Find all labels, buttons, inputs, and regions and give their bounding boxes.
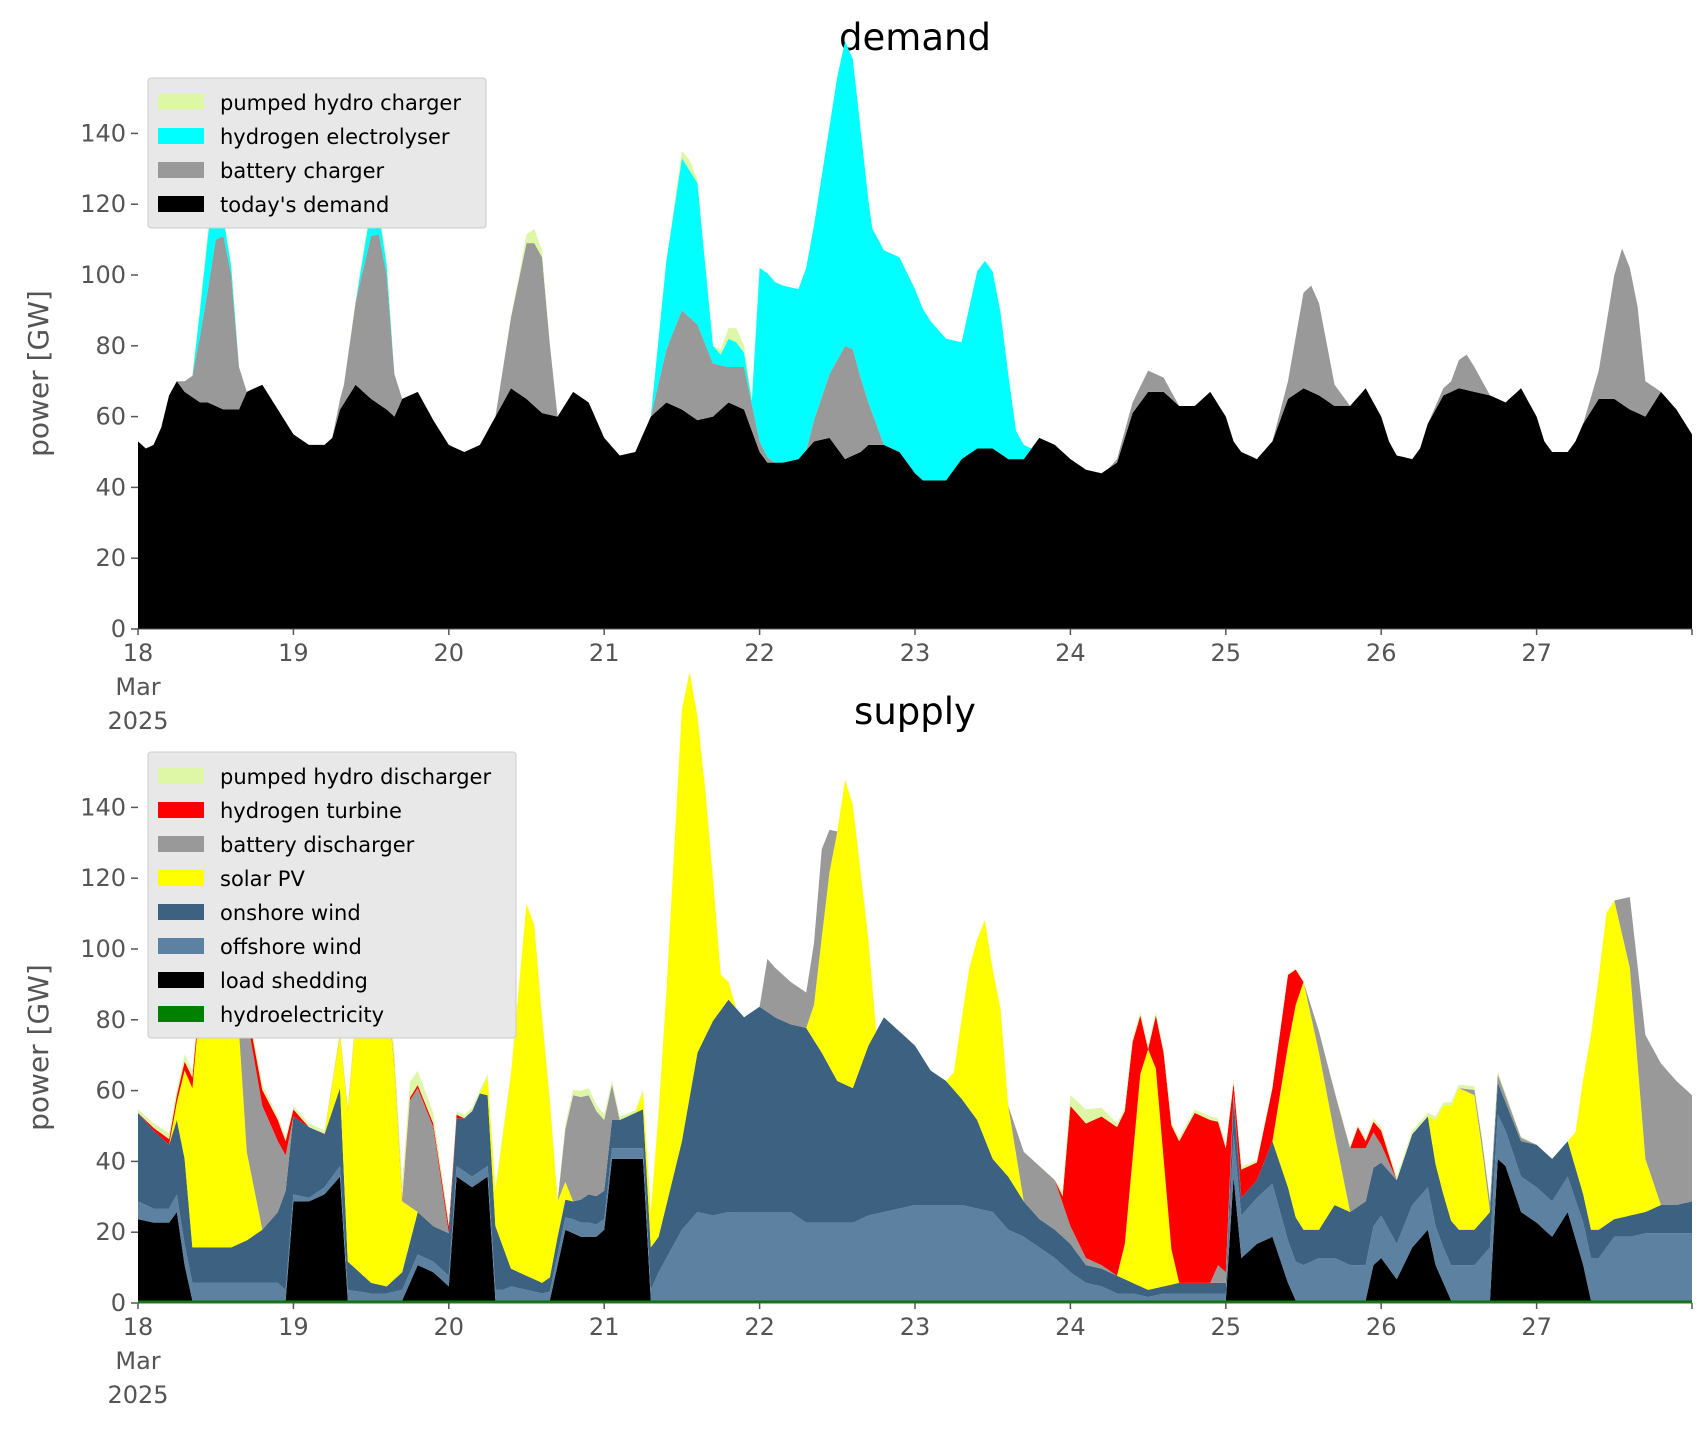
x-tick-label: 27 [1521,639,1552,667]
x-tick-label: 18 [123,639,154,667]
legend-box [147,751,517,1039]
x-tick-label: 22 [744,639,775,667]
legend-swatch [158,802,204,818]
legend-swatch [158,94,204,110]
area-series-group [138,672,1692,1303]
y-tick-label: 60 [95,403,126,431]
legend-swatch [158,768,204,784]
y-tick-label: 60 [95,1077,126,1105]
area-hydrogen-electrolyser [138,41,1692,481]
y-tick-label: 40 [95,1147,126,1175]
y-tick-label: 40 [95,473,126,501]
legend-label: battery discharger [220,833,415,857]
legend-swatch [158,1006,204,1022]
y-tick-label: 140 [80,793,126,821]
legend-swatch [158,938,204,954]
x-tick-label: 21 [589,639,620,667]
x-tick-label: 23 [900,1313,931,1341]
y-tick-label: 120 [80,190,126,218]
y-tick-label: 0 [111,615,126,643]
legend-label: today's demand [220,193,389,217]
x-tick-label: 24 [1055,1313,1086,1341]
y-axis-label: power [GW] [22,290,55,457]
legend-swatch [158,870,204,886]
chart-title: supply [854,690,976,733]
chart-supply: supply power [GW] 18 Mar 2025 19 20 21 22 23 24 25 2… [22,672,1693,1409]
legend-label: load shedding [220,969,368,993]
y-tick-label: 120 [80,864,126,892]
x-tick-label: 21 [589,1313,620,1341]
x-tick-label: 2025 [107,1381,168,1409]
area-battery-charger [138,234,1692,481]
legend-swatch [158,128,204,144]
x-tick-label: 18 [123,1313,154,1341]
area-solar-pv [138,672,1692,1290]
x-tick-label: 26 [1366,1313,1397,1341]
x-tick-label: 23 [900,639,931,667]
x-tick-label: 22 [744,1313,775,1341]
legend-label: pumped hydro charger [220,91,461,115]
legend-label: hydroelectricity [220,1003,384,1027]
y-tick-label: 20 [95,544,126,572]
area-hydroelectricity [138,1300,1692,1303]
y-axis-label: power [GW] [22,964,55,1131]
x-tick-label: 19 [278,1313,309,1341]
x-tick-label: 2025 [107,707,168,735]
area-offshore-wind [138,1114,1692,1301]
x-tick-label: Mar [115,1347,160,1375]
legend-swatch [158,904,204,920]
area-series-group [138,41,1692,629]
x-tick-label: 26 [1366,639,1397,667]
y-tick-label: 20 [95,1218,126,1246]
area-onshore-wind [138,999,1692,1297]
legend-label: onshore wind [220,901,361,925]
x-tick-label: 20 [434,1313,465,1341]
chart-title: demand [839,16,991,59]
legend-label: hydrogen turbine [220,799,402,823]
legend-swatch [158,162,204,178]
y-tick-label: 100 [80,261,126,289]
x-tick-label: 24 [1055,639,1086,667]
x-tick-label: Mar [115,673,160,701]
area-today-s-demand [138,381,1692,629]
legend-label: hydrogen electrolyser [220,125,450,149]
x-tick-label: 20 [434,639,465,667]
area-load-shedding [138,1158,1692,1301]
y-tick-label: 0 [111,1289,126,1317]
x-tick-label: 25 [1211,1313,1242,1341]
x-tick-label: 19 [278,639,309,667]
legend-label: battery charger [220,159,385,183]
legend-label: pumped hydro discharger [220,765,491,789]
x-tick-label: 25 [1211,639,1242,667]
legend-swatch [158,836,204,852]
y-tick-label: 80 [95,332,126,360]
legend-box [147,77,487,229]
legend-label: offshore wind [220,935,362,959]
x-tick-label: 27 [1521,1313,1552,1341]
y-tick-label: 80 [95,1006,126,1034]
legend: pumped hydro discharger hydrogen turbine b… [147,751,517,1039]
legend: pumped hydro charger hydrogen electrolyse… [147,77,487,229]
y-tick-label: 100 [80,935,126,963]
chart-demand: demand power [GW] 18 Mar 2025 19 20 21 22 23 24 25 2… [22,16,1693,735]
legend-label: solar PV [220,867,305,891]
legend-swatch [158,196,204,212]
y-tick-label: 140 [80,119,126,147]
legend-swatch [158,972,204,988]
